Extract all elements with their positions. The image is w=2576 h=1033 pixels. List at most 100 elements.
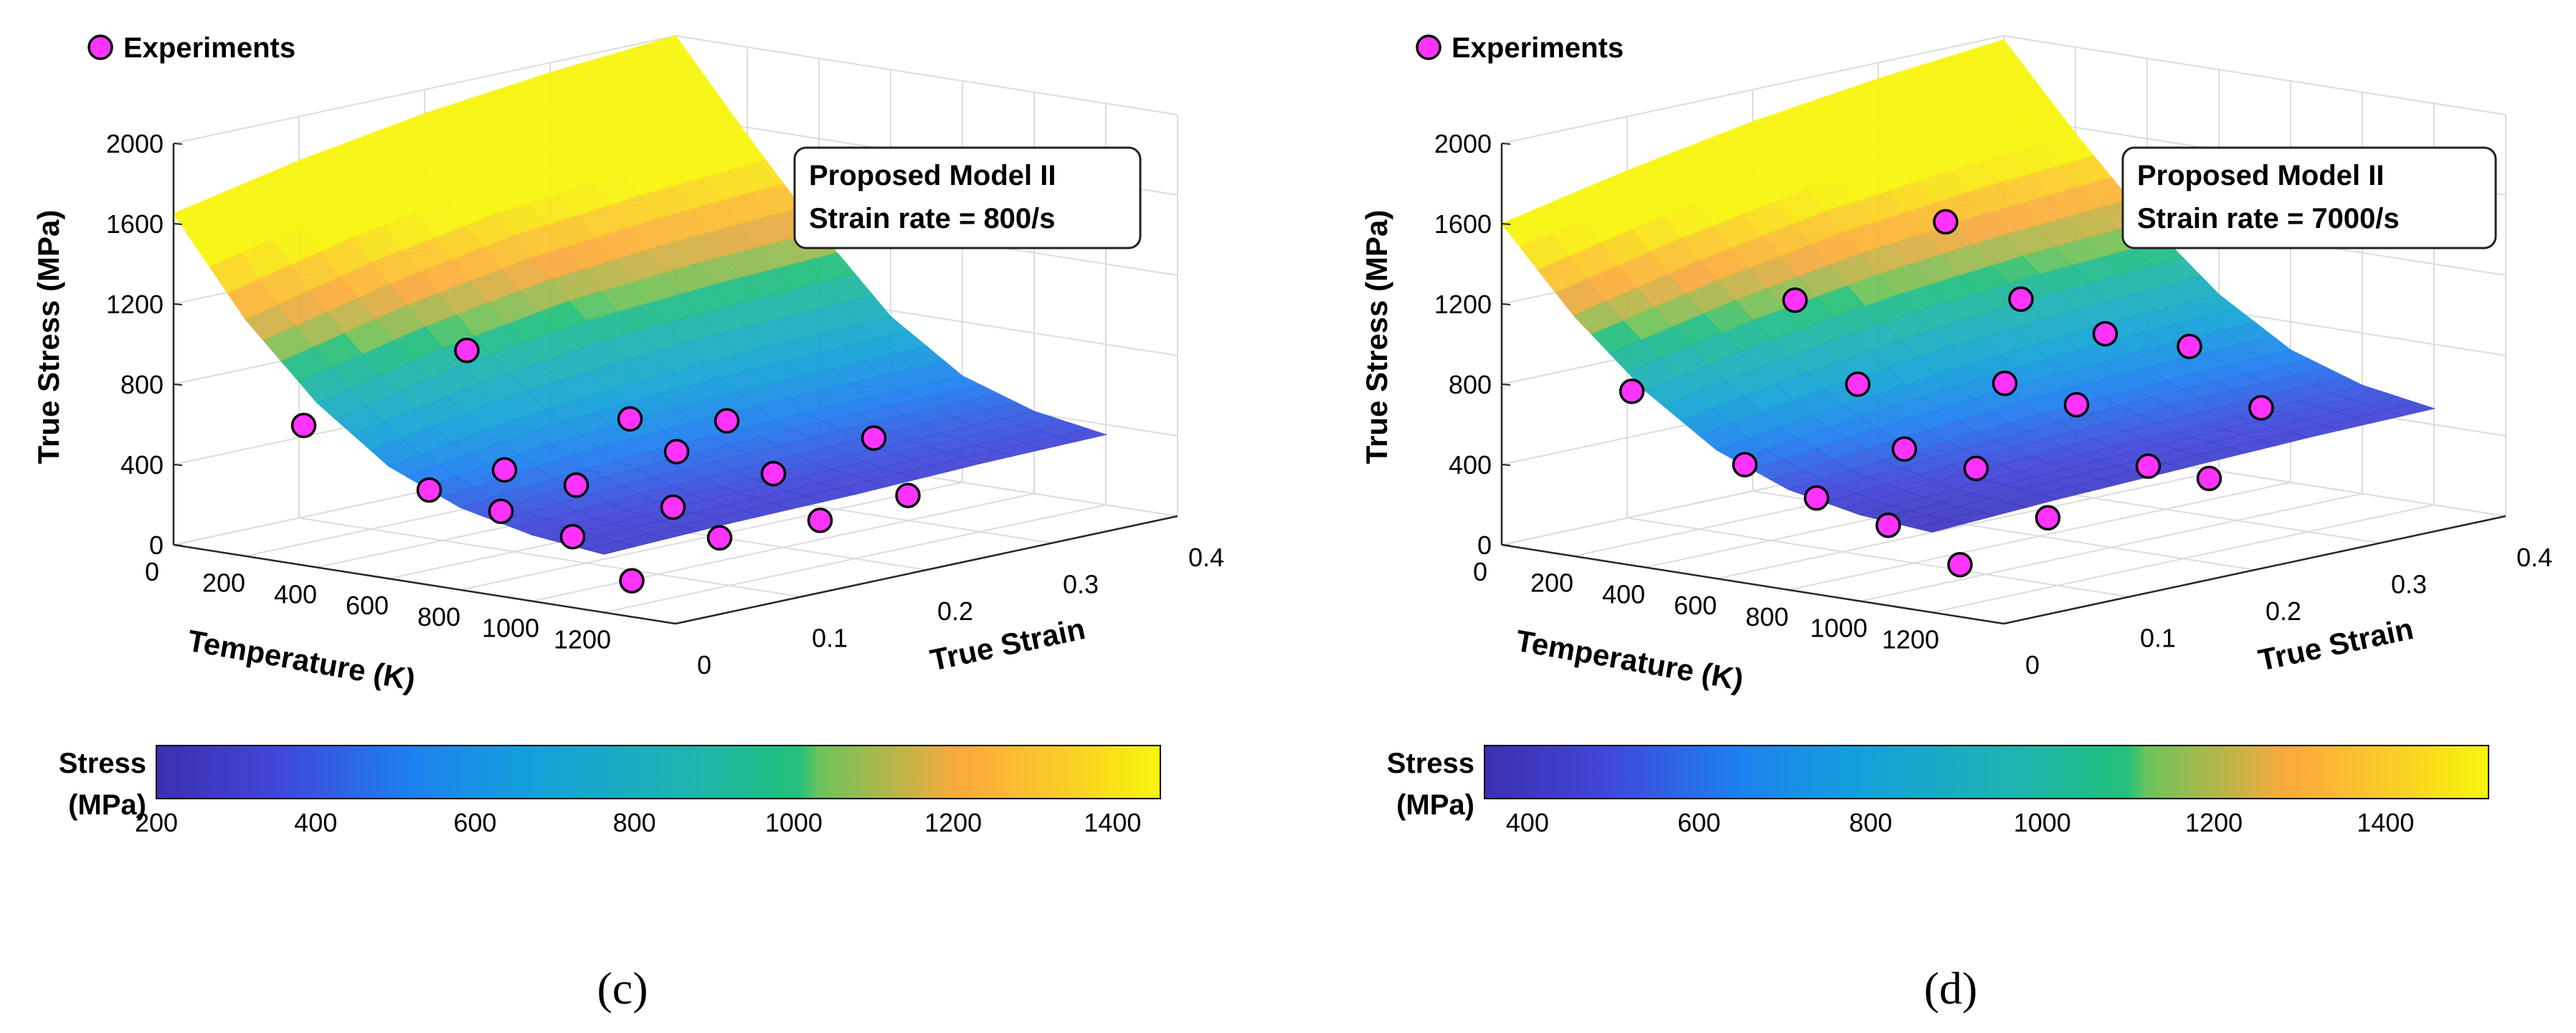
y-tick-label: 0	[2025, 650, 2040, 680]
colorbar-tick-label: 1200	[924, 808, 982, 837]
colorbar: Stress (MPa)200 400 600 800 1000 1200 1400	[59, 745, 1161, 837]
x-tick-label: 1000	[482, 614, 539, 643]
y-axis-line	[675, 515, 1178, 625]
z-tick-label: 0	[1477, 530, 1492, 560]
experiment-point	[1619, 379, 1645, 404]
x-tick-label: 1200	[1882, 624, 1939, 654]
colorbar: Stress (MPa) 400 600 800 1000 1200 1400	[1387, 745, 2489, 837]
x-tick-label: 0	[145, 557, 159, 586]
experiment-markers	[290, 338, 921, 594]
experiment-point	[2177, 333, 2202, 359]
y-tick-label: 0.2	[937, 596, 973, 626]
experiment-point	[488, 498, 514, 525]
experiment-point	[1845, 371, 1871, 397]
colorbar-label: Stress	[1387, 748, 1474, 779]
x-tick-label: 600	[1674, 591, 1717, 620]
z-tick-label: 1600	[1434, 209, 1492, 239]
x-tick-label: 0	[1473, 557, 1487, 586]
colorbar-tick-label: 1400	[2357, 808, 2414, 837]
experiment-point	[2063, 391, 2090, 418]
colorbar-tick-label: 200	[135, 808, 178, 837]
colorbar-tick-label: 1000	[2014, 808, 2071, 837]
x-tick-label: 800	[1746, 602, 1789, 632]
y-tick-label: 0.4	[1188, 543, 1224, 572]
z-axis-label: True Stress (MPa)	[32, 210, 65, 465]
legend-marker	[87, 34, 113, 60]
panel-d: 0 400 800 1200 1600 2000 0 200 400 600 800 1000 1200…	[1360, 32, 2552, 1014]
colorbar-tick-label: 600	[453, 808, 496, 837]
experiment-point	[895, 482, 921, 508]
axes: 0 400 800 1200 1600 2000 0 200 400 600 800 1000 1200…	[106, 129, 1224, 680]
x-tick-label: 600	[346, 591, 389, 620]
x-tick-label: 1200	[554, 624, 611, 654]
z-tick-label: 400	[120, 450, 164, 480]
stress-surface	[173, 35, 1108, 555]
colorbar-gradient	[1484, 745, 2489, 799]
experiment-point	[619, 568, 645, 594]
colorbar-label: Stress	[59, 748, 146, 779]
axes: 0 400 800 1200 1600 2000 0 200 400 600 800 1000 1200…	[1434, 129, 2552, 680]
panel-label: (d)	[1924, 963, 1978, 1014]
legend: Experiments	[1416, 32, 1624, 64]
x-axis-line	[173, 543, 676, 625]
experiment-point	[454, 338, 480, 363]
experiment-point	[559, 523, 586, 550]
x-tick-label: 200	[202, 568, 245, 598]
experiment-point	[491, 457, 518, 483]
experiment-point	[1782, 287, 1808, 313]
colorbar-tick-label: 800	[613, 808, 656, 837]
z-tick-label: 1200	[1434, 290, 1492, 319]
model-annotation: Proposed Model II Strain rate = 7000/s	[2121, 146, 2497, 249]
experiment-point	[760, 460, 787, 487]
z-axis-label: True Stress (MPa)	[1360, 210, 1393, 465]
experiment-point	[1891, 436, 1918, 462]
z-tick-label: 2000	[106, 129, 164, 158]
y-tick-label: 0.2	[2265, 596, 2301, 626]
colorbar-tick-label: 400	[294, 808, 337, 837]
experiment-point	[2092, 320, 2118, 347]
legend-label: Experiments	[1452, 32, 1624, 64]
colorbar-tick-label: 1000	[765, 808, 823, 837]
experiment-point	[2135, 453, 2161, 480]
legend-marker	[1416, 34, 1441, 60]
colorbar-tick-label: 1400	[1084, 808, 1141, 837]
experiment-point	[617, 406, 643, 432]
x-axis-label: Temperature (K)	[1513, 624, 1746, 697]
z-tick-label: 800	[120, 370, 164, 399]
y-tick-label: 0.3	[2391, 570, 2427, 599]
experiment-point	[861, 425, 887, 451]
y-tick-label: 0.3	[1063, 570, 1099, 599]
experiment-point	[290, 412, 317, 439]
experiment-point	[2008, 286, 2034, 313]
z-tick-label: 1600	[106, 209, 164, 239]
y-tick-label: 0.1	[2140, 624, 2176, 653]
colorbar-unit: (MPa)	[68, 789, 146, 821]
experiment-point	[563, 472, 589, 498]
z-tick-label: 800	[1449, 370, 1492, 399]
experiment-point	[1947, 551, 1973, 578]
experiment-point	[2035, 505, 2061, 531]
annotation-line-1: Proposed Model II	[809, 160, 1056, 191]
legend: Experiments	[87, 32, 295, 64]
y-tick-label: 0.1	[812, 624, 848, 653]
x-tick-label: 200	[1530, 568, 1573, 598]
experiment-point	[1933, 209, 1959, 235]
experiment-point	[1963, 455, 1989, 482]
experiment-point	[416, 477, 442, 503]
experiment-point	[663, 439, 690, 465]
x-axis-line	[1501, 543, 2004, 625]
y-axis-line	[2003, 515, 2506, 625]
x-tick-label: 400	[274, 579, 317, 609]
stress-surface	[1501, 39, 2436, 533]
colorbar-tick-label: 1200	[2185, 808, 2243, 837]
z-tick-label: 400	[1449, 450, 1492, 480]
model-annotation: Proposed Model II Strain rate = 800/s	[793, 146, 1142, 249]
experiment-point	[807, 508, 833, 533]
legend-label: Experiments	[123, 32, 295, 64]
colorbar-tick-label: 400	[1506, 808, 1549, 837]
experiment-point	[660, 494, 686, 520]
experiment-point	[1732, 452, 1758, 477]
colorbar-gradient	[156, 745, 1161, 799]
colorbar-tick-label: 800	[1849, 808, 1892, 837]
